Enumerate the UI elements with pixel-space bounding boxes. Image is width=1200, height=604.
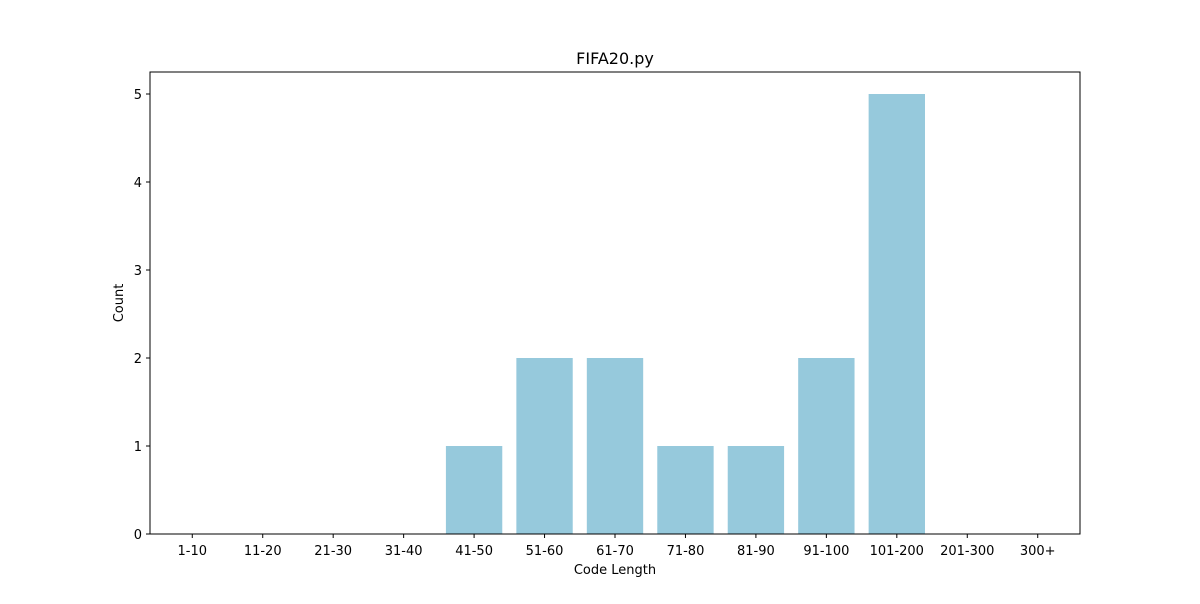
- y-tick-label: 1: [134, 440, 142, 455]
- x-tick-label: 81-90: [737, 544, 775, 559]
- x-tick-label: 201-300: [940, 544, 994, 559]
- x-tick-label: 1-10: [178, 544, 208, 559]
- x-tick-label: 21-30: [314, 544, 352, 559]
- bar-71-80: [657, 446, 714, 534]
- x-tick-label: 41-50: [455, 544, 493, 559]
- y-tick-label: 3: [134, 264, 142, 279]
- bar-61-70: [586, 358, 644, 534]
- bar-41-50: [445, 446, 503, 534]
- x-tick-label: 31-40: [385, 544, 423, 559]
- x-tick-label: 51-60: [526, 544, 564, 559]
- y-tick-label: 5: [134, 88, 142, 103]
- x-tick-label: 300+: [1020, 544, 1056, 559]
- chart-title: FIFA20.py: [576, 49, 654, 68]
- bar-91-100: [798, 358, 855, 534]
- y-tick-label: 2: [134, 352, 142, 367]
- x-tick-label: 71-80: [667, 544, 705, 559]
- y-tick-label: 4: [134, 176, 142, 191]
- bar-101-200: [868, 94, 925, 534]
- x-tick-label: 11-20: [244, 544, 282, 559]
- y-axis-label: Count: [112, 284, 127, 323]
- y-tick-label: 0: [134, 528, 142, 543]
- x-tick-label: 91-100: [803, 544, 849, 559]
- bars-layer: [445, 94, 925, 534]
- bar-81-90: [727, 446, 785, 534]
- x-tick-label: 101-200: [870, 544, 924, 559]
- x-axis: 1-10 11-20 21-30 31-40 41-50 51-60 61-70 71-80 8…: [178, 534, 1056, 559]
- bar-51-60: [516, 358, 573, 534]
- x-axis-label: Code Length: [574, 563, 656, 578]
- y-axis: 0 1 2 3 4 5: [134, 88, 150, 543]
- x-tick-label: 61-70: [596, 544, 634, 559]
